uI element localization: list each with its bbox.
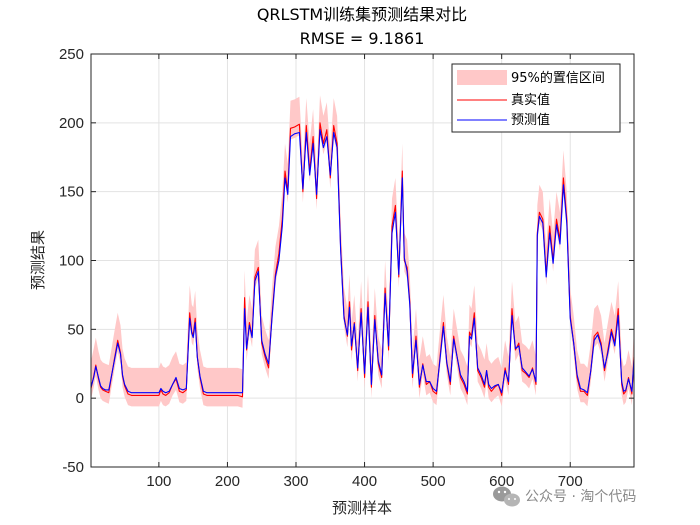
y-tick-label: -50 [62,459,84,476]
y-tick-label: 250 [59,46,84,63]
wechat-icon [493,486,520,507]
y-tick-label: 100 [59,253,84,270]
series-line-predicted [90,129,635,394]
x-tick-label: 500 [421,473,446,490]
watermark: 公众号 · 淘个代码 [493,486,636,507]
x-tick-label: 200 [215,473,240,490]
chart-title: QRLSTM训练集预测结果对比 [257,5,467,24]
x-axis-ticks: 100 200 300 400 500 600 700 [146,54,583,490]
chart-subtitle: RMSE = 9.1861 [300,29,425,48]
watermark-text: 公众号 · 淘个代码 [525,489,636,505]
legend: 95%的置信区间 真实值 预测值 [451,63,621,133]
x-tick-label: 300 [283,473,308,490]
y-tick-label: 50 [67,321,84,338]
x-tick-label: 100 [146,473,171,490]
series-layer [90,122,635,398]
legend-label-real: 真实值 [511,92,550,108]
y-axis-ticks: -50 0 50 100 150 200 250 [59,46,634,476]
x-tick-label: 700 [558,473,583,490]
y-tick-label: 200 [59,115,84,132]
y-tick-label: 0 [76,390,84,407]
y-tick-label: 150 [59,184,84,201]
legend-label-predicted: 预测值 [511,112,550,128]
legend-band-swatch [457,70,507,85]
legend-band-label: 95%的置信区间 [511,70,605,86]
y-axis-label: 预测结果 [29,230,47,290]
x-tick-label: 600 [489,473,514,490]
x-axis-label: 预测样本 [332,499,392,517]
x-tick-label: 400 [352,473,377,490]
